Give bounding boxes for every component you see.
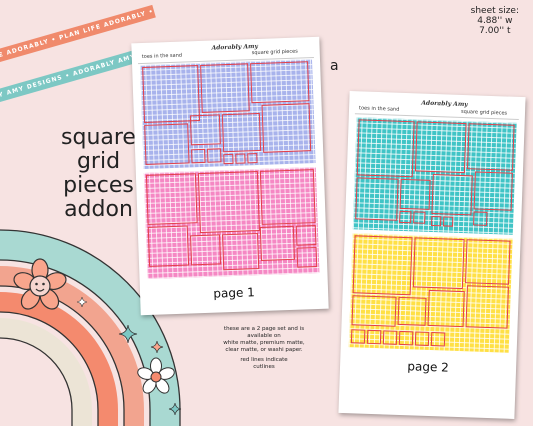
title-line: square grid bbox=[61, 125, 136, 174]
product-title: square grid pieces addon bbox=[36, 126, 161, 222]
note-line: available on bbox=[247, 333, 281, 339]
smiley-flower-icon bbox=[13, 258, 67, 310]
sticker-sheet-page-1: toes in the sand Adorably Amy square gri… bbox=[131, 36, 329, 316]
grid-panel-bottom bbox=[143, 167, 320, 279]
sheet-size-width: 4.88'' w bbox=[477, 16, 513, 26]
note-line: clear matte, or washi paper. bbox=[225, 347, 303, 353]
sheet-size-info: sheet size: 4.88'' w 7.00'' t bbox=[471, 6, 519, 36]
product-note: these are a 2 page set and is available … bbox=[205, 326, 323, 371]
title-line: addon bbox=[64, 197, 133, 222]
sheet-header-left: toes in the sand bbox=[141, 52, 183, 61]
sheet-header-left: toes in the sand bbox=[358, 105, 400, 113]
sheet-header-right: square grid pieces bbox=[460, 108, 508, 117]
rainbow-illustration bbox=[0, 229, 181, 426]
sparkle-icon bbox=[150, 340, 164, 354]
grid-panel-bottom bbox=[348, 233, 513, 353]
sheet-header-right: square grid pieces bbox=[251, 48, 298, 57]
flower-icon bbox=[137, 357, 175, 394]
sparkle-icon bbox=[118, 324, 138, 344]
option-letter: a bbox=[330, 58, 339, 74]
note-line: white matte, premium matte, bbox=[223, 340, 305, 346]
title-line: pieces bbox=[63, 173, 134, 198]
sparkle-icon bbox=[168, 402, 182, 416]
note-line: red lines indicate bbox=[240, 357, 288, 363]
sticker-sheet-page-2: toes in the sand Adorably Amy square gri… bbox=[338, 91, 526, 419]
sheet-size-height: 7.00'' t bbox=[479, 26, 511, 36]
note-line: cutlines bbox=[253, 364, 275, 370]
page-2-label: page 2 bbox=[407, 359, 450, 375]
sheet-logo: Adorably Amy bbox=[421, 99, 468, 109]
sheet-size-label: sheet size: bbox=[470, 6, 519, 16]
page-1-label: page 1 bbox=[213, 285, 256, 301]
note-line: these are a 2 page set and is bbox=[223, 326, 305, 332]
grid-panel-top bbox=[140, 59, 316, 170]
sparkle-icon bbox=[76, 296, 88, 308]
grid-panel-top bbox=[352, 117, 517, 235]
